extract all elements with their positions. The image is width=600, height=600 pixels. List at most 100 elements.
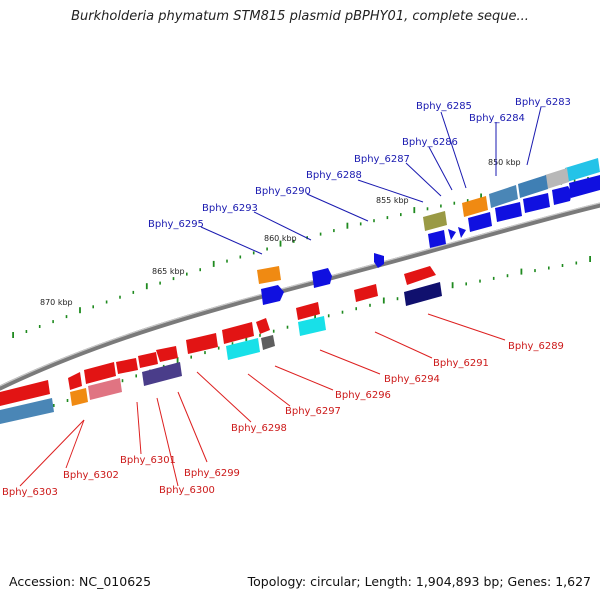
gene-blue-3[interactable] <box>523 193 550 213</box>
scale-tick <box>451 282 454 289</box>
gene-label-bphy-6285[interactable]: Bphy_6285 <box>416 101 472 112</box>
scale-tick <box>575 261 578 265</box>
gene-label-bphy-6283[interactable]: Bphy_6283 <box>515 97 571 108</box>
scale-tick <box>239 255 242 259</box>
scale-tick <box>199 268 201 272</box>
scale-tick <box>132 290 135 294</box>
scale-tick <box>573 179 576 183</box>
gene-label-bphy-6284[interactable]: Bphy_6284 <box>469 113 525 124</box>
scale-tick <box>119 295 121 299</box>
gene-red-9[interactable] <box>116 358 138 374</box>
gene-red-1[interactable] <box>404 266 436 285</box>
gene-orange-3[interactable] <box>70 388 88 406</box>
gene-label-bphy-6302[interactable]: Bphy_6302 <box>63 470 119 481</box>
gene-red-10[interactable] <box>84 362 116 384</box>
scale-tick <box>12 332 14 338</box>
top-strand-genes <box>257 158 600 305</box>
gene-label-bphy-6293[interactable]: Bphy_6293 <box>202 203 258 214</box>
gene-label-bphy-6295[interactable]: Bphy_6295 <box>148 219 204 230</box>
scale-tick <box>479 279 481 283</box>
scale-tick <box>186 272 188 276</box>
gene-red-11[interactable] <box>68 372 82 390</box>
gene-cyan-1[interactable] <box>565 158 600 182</box>
gene-label-bphy-6297[interactable]: Bphy_6297 <box>285 406 341 417</box>
accession-label: Accession: NC_010625 <box>9 574 152 589</box>
scale-label-865: 865 kbp <box>152 267 185 276</box>
gene-label-bphy-6286[interactable]: Bphy_6286 <box>402 137 458 148</box>
gene-blue-7[interactable] <box>448 229 456 240</box>
map-title: Burkholderia phymatum STM815 plasmid pBP… <box>71 9 529 24</box>
genome-summary: Topology: circular; Length: 1,904,893 bp… <box>247 574 591 589</box>
scale-tick <box>159 281 161 285</box>
gene-pink-1[interactable] <box>88 378 122 400</box>
scale-tick <box>226 259 228 263</box>
gene-red-4[interactable] <box>256 318 270 334</box>
gene-label-bphy-6301[interactable]: Bphy_6301 <box>120 455 176 466</box>
scale-label-860: 860 kbp <box>264 234 297 243</box>
gene-blue-9[interactable] <box>374 253 384 268</box>
gene-red-7[interactable] <box>156 346 178 362</box>
scale-tick <box>382 297 385 304</box>
scale-tick <box>327 314 330 318</box>
scale-tick <box>548 266 550 270</box>
gene-slate-1[interactable] <box>142 362 182 386</box>
gene-cyan-2[interactable] <box>298 316 326 336</box>
gene-label-bphy-6287[interactable]: Bphy_6287 <box>354 154 410 165</box>
scale-tick <box>466 199 469 203</box>
gene-blue-5[interactable] <box>468 212 492 232</box>
gene-label-bphy-6291[interactable]: Bphy_6291 <box>433 358 489 369</box>
gene-navy-1[interactable] <box>404 282 442 306</box>
gene-steel-3[interactable] <box>0 398 54 424</box>
gene-cyan-3[interactable] <box>226 338 260 360</box>
scale-tick <box>217 346 220 350</box>
scale-tick <box>492 276 495 280</box>
scale-tick <box>212 260 215 267</box>
gene-label-bphy-6303[interactable]: Bphy_6303 <box>2 487 58 498</box>
gene-red-3[interactable] <box>296 302 320 320</box>
gene-orange-2[interactable] <box>257 266 281 284</box>
gene-blue-4[interactable] <box>495 202 522 222</box>
scale-tick <box>314 315 316 321</box>
gene-blue-8[interactable] <box>428 230 446 248</box>
gene-blue-1[interactable] <box>569 175 600 198</box>
scale-tick <box>38 325 41 328</box>
gene-blue-2[interactable] <box>552 186 572 205</box>
gene-red-6[interactable] <box>186 333 218 354</box>
gene-label-bphy-6294[interactable]: Bphy_6294 <box>384 374 440 385</box>
gene-steel-2[interactable] <box>489 185 518 208</box>
gene-label-bphy-6299[interactable]: Bphy_6299 <box>184 468 240 479</box>
scale-tick <box>279 240 282 247</box>
scale-tick <box>65 315 68 319</box>
gene-blue-6[interactable] <box>458 227 466 238</box>
gene-label-bphy-6300[interactable]: Bphy_6300 <box>159 485 215 496</box>
scale-tick <box>480 193 482 200</box>
gene-orange-1[interactable] <box>462 196 488 217</box>
gene-steel-1[interactable] <box>518 175 548 198</box>
scale-tick <box>359 222 362 226</box>
gene-red-5[interactable] <box>222 322 254 344</box>
gene-label-bphy-6288[interactable]: Bphy_6288 <box>306 170 362 181</box>
scale-tick <box>369 303 371 307</box>
gene-blue-10[interactable] <box>312 268 332 288</box>
gene-gray-1[interactable] <box>545 168 569 189</box>
gene-red-12[interactable] <box>0 380 50 406</box>
gene-red-8[interactable] <box>138 352 158 368</box>
gene-olive-1[interactable] <box>423 211 447 231</box>
scale-tick <box>105 300 108 304</box>
scale-label-850: 850 kbp <box>488 158 521 167</box>
gene-red-2[interactable] <box>354 284 378 302</box>
scale-tick <box>346 222 349 229</box>
scale-tick <box>520 268 523 275</box>
scale-tick <box>52 320 54 324</box>
scale-tick <box>53 404 55 407</box>
gene-blue-11[interactable] <box>261 285 284 305</box>
scale-tick <box>176 357 179 364</box>
gene-label-bphy-6290[interactable]: Bphy_6290 <box>255 186 311 197</box>
gene-gray-2[interactable] <box>261 335 275 350</box>
gene-label-bphy-6298[interactable]: Bphy_6298 <box>231 423 287 434</box>
gene-label-bphy-6289[interactable]: Bphy_6289 <box>508 341 564 352</box>
scale-tick <box>252 251 255 255</box>
scale-labels: 850 kbp 855 kbp 860 kbp 865 kbp 870 kbp <box>40 158 521 307</box>
gene-label-bphy-6296[interactable]: Bphy_6296 <box>335 390 391 401</box>
